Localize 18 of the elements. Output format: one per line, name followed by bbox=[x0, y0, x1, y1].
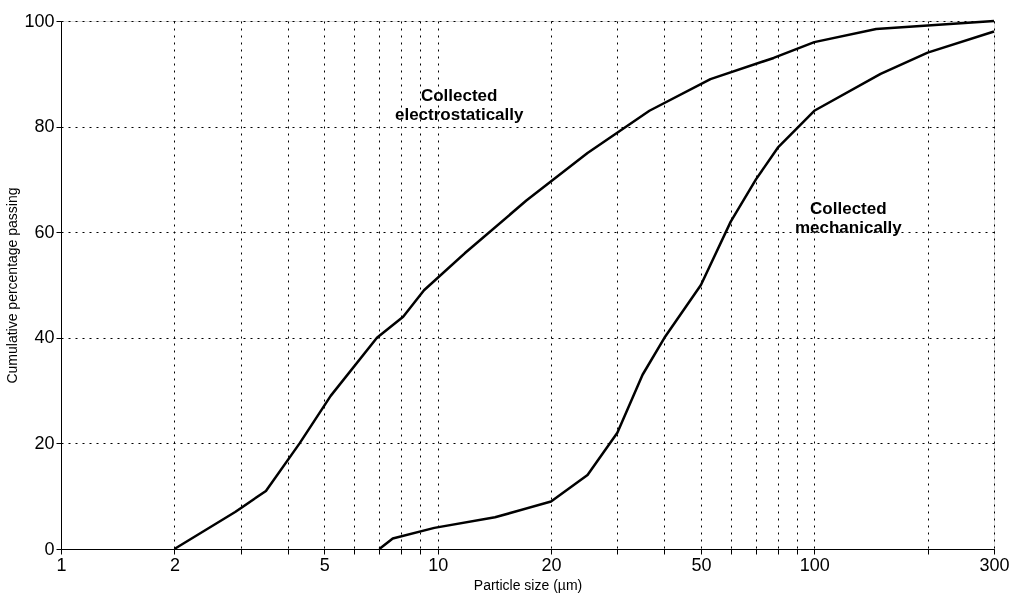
annotation: Collected electrostatically bbox=[394, 86, 524, 125]
y-tick-label: 100 bbox=[24, 10, 55, 31]
y-tick-label: 20 bbox=[34, 432, 55, 453]
x-tick-label: 10 bbox=[428, 554, 449, 575]
y-tick-label: 40 bbox=[34, 327, 55, 348]
y-axis-title: Cumulative percentage passing bbox=[4, 187, 21, 384]
y-tick-label: 60 bbox=[34, 221, 55, 242]
x-axis-title: Particle size (µm) bbox=[473, 576, 583, 593]
y-tick-label: 80 bbox=[34, 116, 55, 137]
x-tick-label: 1 bbox=[56, 554, 67, 575]
annotation: Collected mechanically bbox=[794, 199, 903, 237]
x-tick-label: 300 bbox=[979, 554, 1010, 575]
x-tick-label: 5 bbox=[319, 554, 330, 575]
y-tick-label: 0 bbox=[44, 538, 55, 559]
x-tick-label: 100 bbox=[799, 554, 830, 575]
x-tick-label: 50 bbox=[691, 554, 712, 575]
x-tick-label: 2 bbox=[169, 554, 180, 575]
x-tick-label: 20 bbox=[541, 554, 562, 575]
